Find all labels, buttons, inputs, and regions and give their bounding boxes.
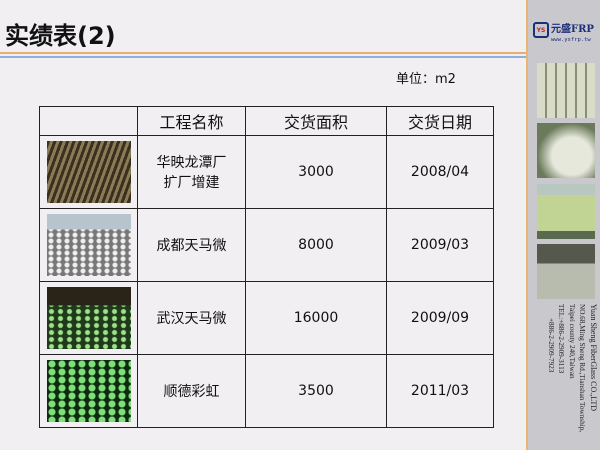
address-line: +886-2-2909-7923: [547, 318, 555, 373]
logo-mark-icon: YS: [533, 22, 549, 38]
header-date: 交货日期: [386, 106, 494, 136]
performance-table: 工程名称 交货面积 交货日期 华映龙潭厂扩厂增建 3000 2008/04 成都…: [39, 106, 494, 428]
project-name-line2: 扩厂增建: [163, 175, 220, 191]
sidebar: YS 元盛FRP www.ysfrp.tw Yuan Sheng FiberGl…: [526, 0, 600, 450]
date-cell: 2009/03: [386, 208, 494, 282]
sidebar-photo-tank: [537, 123, 595, 178]
address-line: TEL:+886-2-2909-3113: [557, 304, 566, 374]
date-cell: 2009/09: [386, 281, 494, 355]
company-address: Yuan Sheng FiberGlass CO.,LTD NO.68,Ming…: [528, 300, 600, 450]
table-header-row: 工程名称 交货面积 交货日期: [39, 106, 494, 136]
construction-site-photo: [46, 214, 131, 276]
title-divider-orange: [0, 52, 527, 54]
logo-name: 元盛FRP: [551, 24, 594, 35]
sidebar-photo-silos: [537, 184, 595, 239]
company-logo: YS 元盛FRP: [533, 22, 594, 38]
header-project-name: 工程名称: [137, 106, 246, 136]
area-cell: 16000: [245, 281, 387, 355]
area-cell: 3500: [245, 354, 387, 428]
perforated-floor-photo: [46, 287, 131, 349]
factory-interior-photo: [46, 141, 131, 203]
address-line: Yuan Sheng FiberGlass CO.,LTD: [589, 304, 598, 412]
unit-label: 单位：m2: [396, 72, 456, 87]
date-cell: 2008/04: [386, 135, 494, 209]
date-cell: 2011/03: [386, 354, 494, 428]
table-row: 华映龙潭厂扩厂增建 3000 2008/04: [39, 135, 494, 209]
table-row: 顺德彩虹 3500 2011/03: [39, 354, 494, 428]
area-cell: 8000: [245, 208, 387, 282]
project-name: 顺德彩虹: [137, 354, 246, 428]
address-line: Taipei county 240,Taiwan: [568, 304, 576, 379]
table-row: 成都天马微 8000 2009/03: [39, 208, 494, 282]
address-line: NO.68,Ming Sheng Rd.,Tianshan Township,: [578, 304, 587, 433]
slide-title: 实绩表(2): [5, 22, 116, 50]
sidebar-photo-floor: [537, 244, 595, 299]
green-floor-photo: [46, 360, 131, 422]
sidebar-photo-structure: [537, 63, 595, 118]
project-name: 成都天马微: [137, 208, 246, 282]
title-divider-blue: [0, 56, 527, 58]
logo-url: www.ysfrp.tw: [551, 37, 591, 43]
header-area: 交货面积: [245, 106, 387, 136]
header-photo: [39, 106, 138, 136]
project-name: 华映龙潭厂: [156, 155, 227, 171]
table-row: 武汉天马微 16000 2009/09: [39, 281, 494, 355]
area-cell: 3000: [245, 135, 387, 209]
project-name: 武汉天马微: [137, 281, 246, 355]
